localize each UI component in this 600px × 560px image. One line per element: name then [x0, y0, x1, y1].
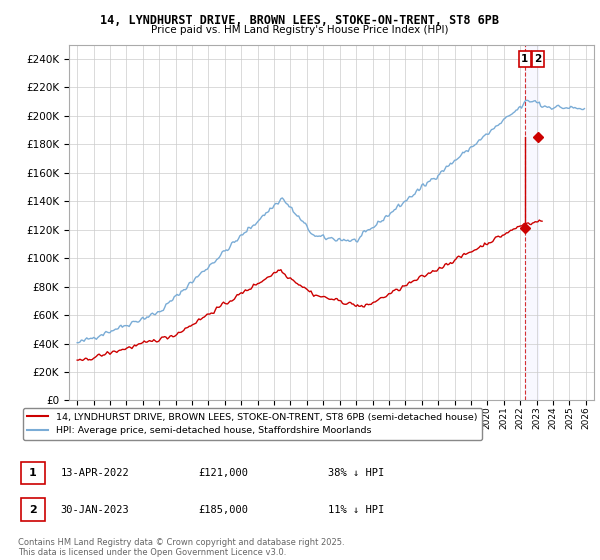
- Text: 14, LYNDHURST DRIVE, BROWN LEES, STOKE-ON-TRENT, ST8 6PB: 14, LYNDHURST DRIVE, BROWN LEES, STOKE-O…: [101, 14, 499, 27]
- Text: 13-APR-2022: 13-APR-2022: [60, 468, 129, 478]
- FancyBboxPatch shape: [21, 462, 44, 484]
- Text: 2: 2: [29, 505, 37, 515]
- Text: 2: 2: [534, 54, 542, 64]
- Text: £121,000: £121,000: [199, 468, 248, 478]
- Text: 38% ↓ HPI: 38% ↓ HPI: [328, 468, 385, 478]
- Legend: 14, LYNDHURST DRIVE, BROWN LEES, STOKE-ON-TRENT, ST8 6PB (semi-detached house), : 14, LYNDHURST DRIVE, BROWN LEES, STOKE-O…: [23, 408, 482, 440]
- Text: 1: 1: [521, 54, 529, 64]
- Text: Contains HM Land Registry data © Crown copyright and database right 2025.
This d: Contains HM Land Registry data © Crown c…: [18, 538, 344, 557]
- FancyBboxPatch shape: [21, 498, 44, 521]
- Text: Price paid vs. HM Land Registry's House Price Index (HPI): Price paid vs. HM Land Registry's House …: [151, 25, 449, 35]
- Text: £185,000: £185,000: [199, 505, 248, 515]
- Text: 30-JAN-2023: 30-JAN-2023: [60, 505, 129, 515]
- Text: 11% ↓ HPI: 11% ↓ HPI: [328, 505, 385, 515]
- Text: 1: 1: [29, 468, 37, 478]
- Bar: [525, 45, 538, 400]
